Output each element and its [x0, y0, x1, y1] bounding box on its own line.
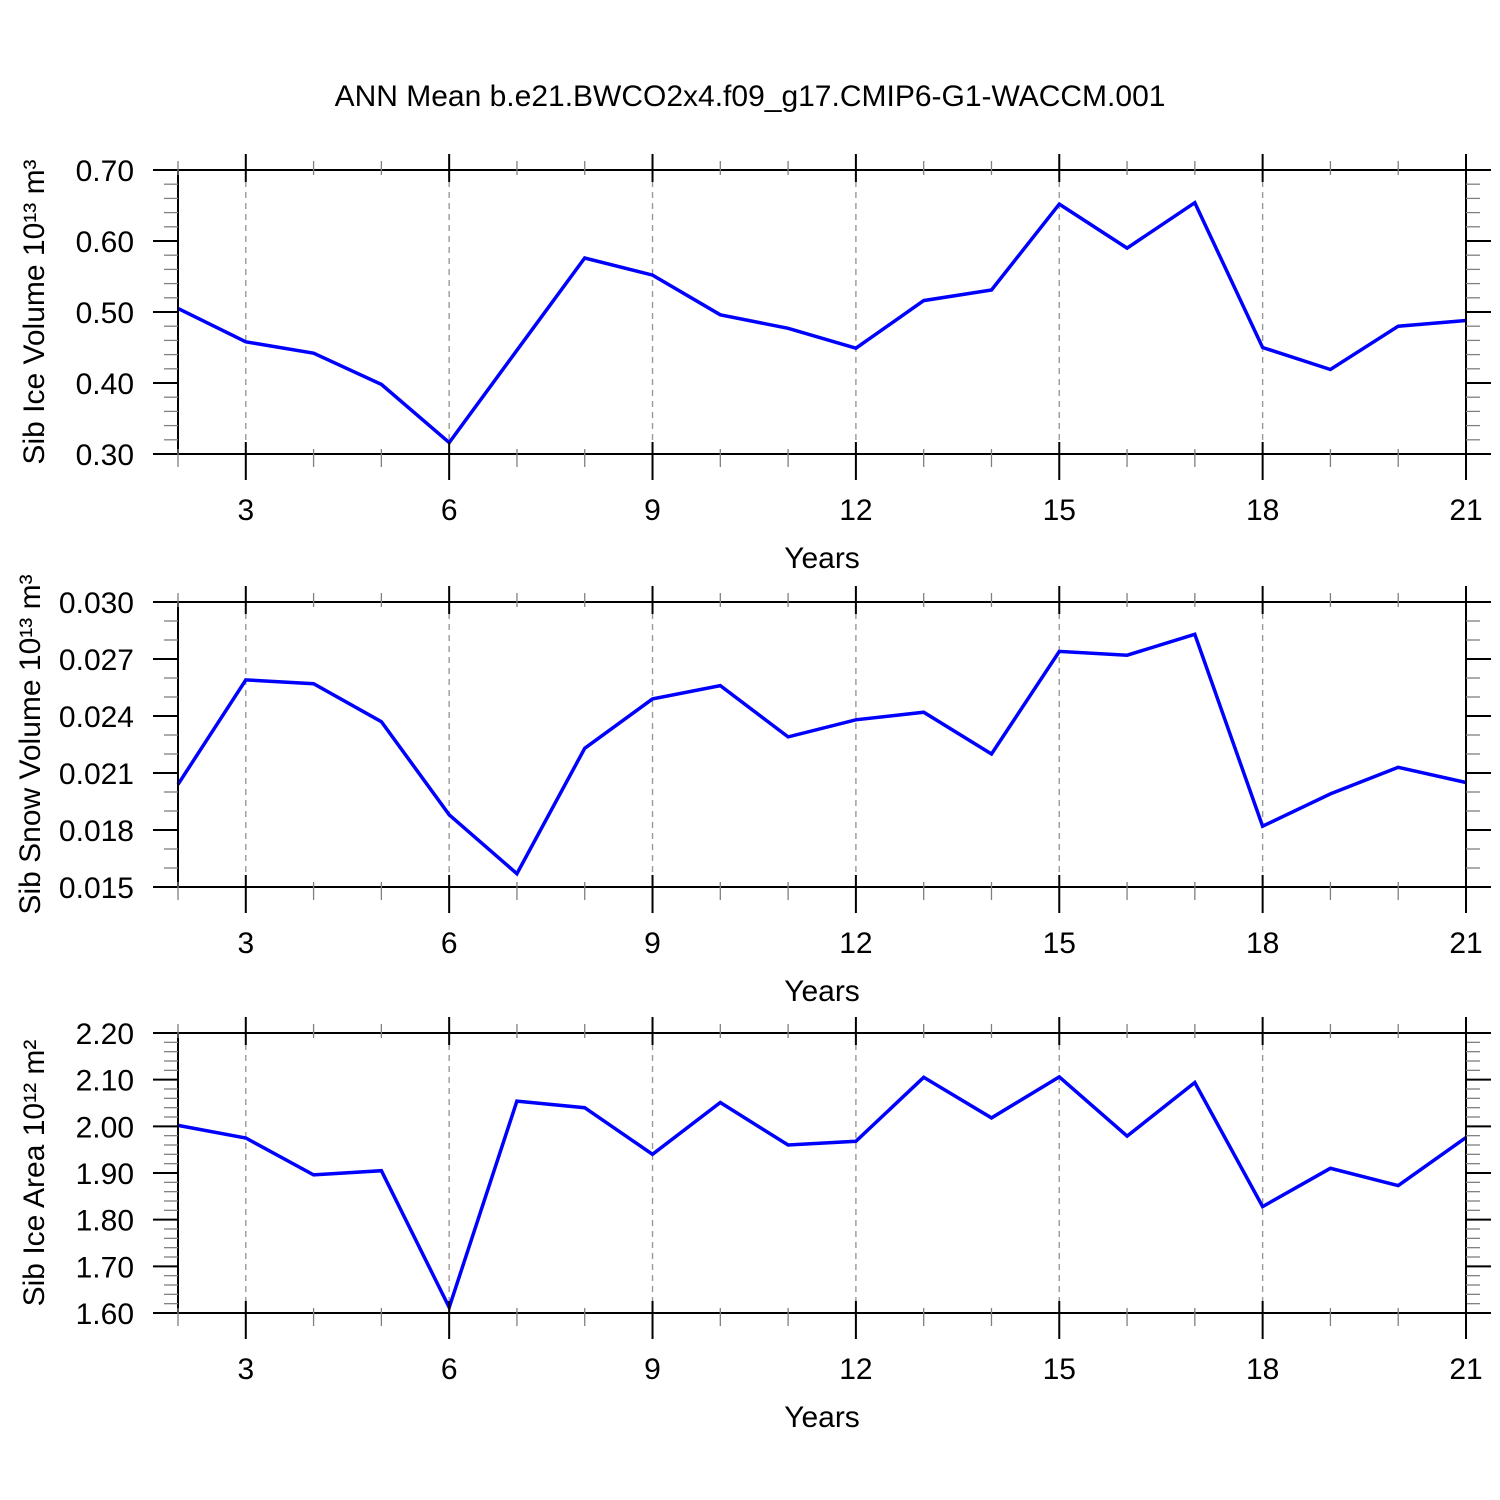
panel2-xtick-label: 9 [644, 927, 661, 960]
panel1-ytick-label: 0.30 [76, 439, 134, 472]
panel3-ytick-label: 1.60 [76, 1298, 134, 1331]
panel2-ytick-label: 0.027 [59, 644, 134, 677]
panel1-xtick-label: 6 [441, 494, 458, 527]
panel1-xtick-label: 9 [644, 494, 661, 527]
panel3-xtick-label: 21 [1449, 1353, 1482, 1386]
chart-title: ANN Mean b.e21.BWCO2x4.f09_g17.CMIP6-G1-… [334, 80, 1166, 113]
panel3-ytick-label: 1.90 [76, 1158, 134, 1191]
panel2-xtick-label: 12 [839, 927, 872, 960]
panel3-ytick-label: 1.80 [76, 1205, 134, 1238]
panel3-xtick-label: 18 [1246, 1353, 1279, 1386]
panel3-data-line [177, 1074, 1468, 1313]
panel2-ytick-label: 0.030 [59, 587, 134, 620]
panel3-xtick-label: 12 [839, 1353, 872, 1386]
panel1-xtick-label: 12 [839, 494, 872, 527]
panel1-y-axis-title: Sib Ice Volume 10¹³ m³ [18, 159, 51, 464]
panel2-ytick-label: 0.024 [59, 701, 134, 734]
panel2-xtick-label: 3 [237, 927, 254, 960]
panel2-x-axis-title: Years [784, 975, 860, 1008]
panel2-xtick-label: 18 [1246, 927, 1279, 960]
panel2-xtick-label: 15 [1043, 927, 1076, 960]
panel2-xtick-label: 21 [1449, 927, 1482, 960]
panel1-data-line [177, 200, 1467, 446]
panel2-ytick-label: 0.021 [59, 758, 134, 791]
panel3-y-axis-title: Sib Ice Area 10¹² m² [18, 1040, 51, 1307]
panel2-ytick-label: 0.015 [59, 872, 134, 905]
panel3-xtick-label: 3 [237, 1353, 254, 1386]
panel2-data-line [176, 632, 1467, 877]
panel2-frame [177, 601, 1467, 888]
panel1-xtick-label: 15 [1043, 494, 1076, 527]
panel1-xtick-label: 21 [1449, 494, 1482, 527]
panel3-xtick-label: 15 [1043, 1353, 1076, 1386]
panel1-x-axis-title: Years [784, 542, 860, 575]
panel1-ytick-label: 0.70 [76, 155, 134, 188]
panel2-ytick-label: 0.018 [59, 815, 134, 848]
panel1-ytick-label: 0.40 [76, 368, 134, 401]
panel1-xtick-label: 3 [237, 494, 254, 527]
panel1-ytick-label: 0.60 [76, 226, 134, 259]
panel1-xtick-label: 18 [1246, 494, 1279, 527]
panel3-xtick-label: 6 [441, 1353, 458, 1386]
panel3-ytick-label: 1.70 [76, 1251, 134, 1284]
panel3-x-axis-title: Years [784, 1401, 860, 1434]
panel3-xtick-label: 9 [644, 1353, 661, 1386]
panel1-frame [177, 169, 1467, 455]
panel1-ytick-label: 0.50 [76, 297, 134, 330]
panel2-y-axis-title: Sib Snow Volume 10¹³ m³ [14, 574, 47, 914]
panel3-ytick-label: 2.20 [76, 1018, 134, 1051]
panel3-ytick-label: 2.00 [76, 1111, 134, 1144]
panel3-ytick-label: 2.10 [76, 1065, 134, 1098]
panel2-xtick-label: 6 [441, 927, 458, 960]
